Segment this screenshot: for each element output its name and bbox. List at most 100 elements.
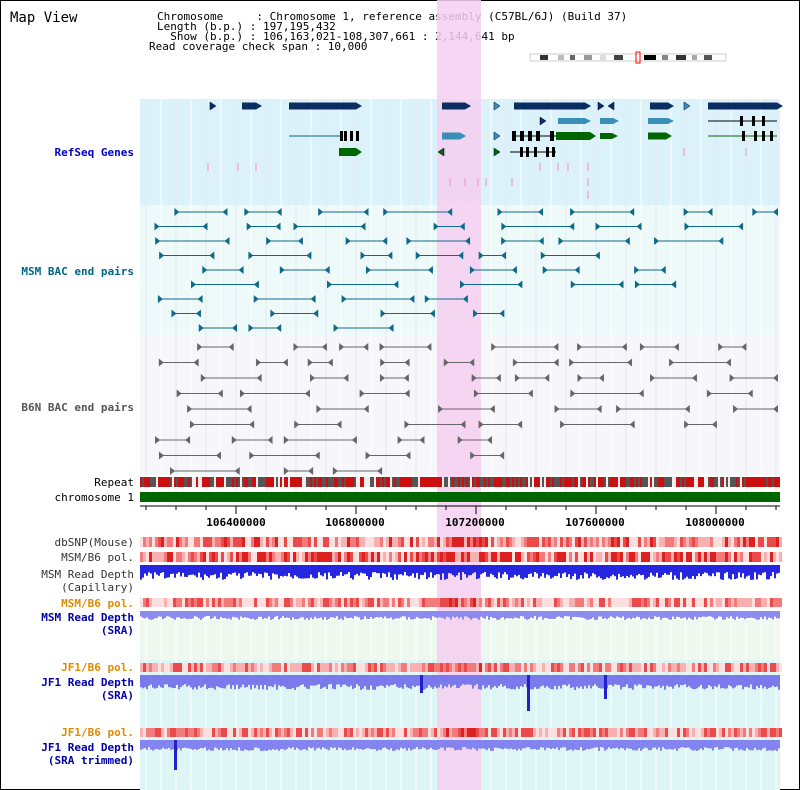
bac-end-pair[interactable] — [270, 309, 319, 318]
bac-end-pair[interactable] — [469, 266, 517, 274]
refseq-gene[interactable] — [493, 101, 501, 111]
bac-end-pair[interactable] — [379, 343, 432, 351]
refseq-gene[interactable] — [209, 101, 217, 111]
bac-end-pair[interactable] — [383, 208, 453, 216]
bac-end-pair[interactable] — [639, 343, 679, 351]
bac-end-pair[interactable] — [294, 420, 342, 429]
polymorphism-heat-tracks[interactable] — [140, 537, 782, 737]
bac-end-pair[interactable] — [155, 237, 230, 245]
refseq-gene[interactable] — [493, 147, 501, 157]
bac-end-pair[interactable] — [470, 451, 505, 460]
bac-end-pair[interactable] — [158, 451, 221, 460]
bac-end-pair[interactable] — [501, 222, 575, 231]
bac-end-pair[interactable] — [318, 208, 369, 216]
bac-end-pair[interactable] — [190, 420, 255, 429]
bac-end-pair[interactable] — [159, 251, 215, 260]
refseq-gene[interactable] — [242, 102, 262, 110]
highlight-region[interactable] — [437, 0, 481, 790]
bac-end-pair[interactable] — [345, 237, 388, 245]
bac-end-pair[interactable] — [397, 436, 425, 444]
bac-end-pair[interactable] — [170, 467, 240, 475]
bac-end-pair[interactable] — [683, 208, 713, 216]
bac-end-pair[interactable] — [540, 251, 600, 260]
bac-end-pair[interactable] — [478, 251, 507, 260]
bac-end-pair[interactable] — [569, 358, 632, 367]
refseq-gene[interactable] — [493, 131, 501, 141]
polymorphism-heat-row[interactable] — [140, 537, 782, 547]
read-depth-row[interactable] — [140, 565, 780, 580]
refseq-gene[interactable] — [648, 132, 672, 140]
polymorphism-heat-row[interactable] — [140, 728, 782, 737]
bac-end-pair[interactable] — [473, 389, 533, 398]
bac-end-pair[interactable] — [733, 405, 778, 413]
bac-end-pair[interactable] — [459, 280, 523, 289]
bac-end-pair[interactable] — [634, 266, 666, 274]
bac-end-pair[interactable] — [497, 208, 544, 216]
bac-end-pair[interactable] — [154, 222, 208, 231]
bac-end-pair[interactable] — [244, 208, 282, 216]
bac-end-pair[interactable] — [246, 222, 281, 231]
bac-end-pair[interactable] — [253, 295, 316, 303]
bac-end-pair[interactable] — [542, 266, 580, 274]
bac-end-pair[interactable] — [478, 420, 523, 429]
bac-end-pair[interactable] — [307, 358, 333, 367]
bac-end-pair[interactable] — [248, 251, 312, 260]
bac-end-pair[interactable] — [333, 324, 394, 332]
bac-end-pair[interactable] — [729, 374, 778, 382]
bac-end-pair[interactable] — [406, 237, 471, 245]
bac-end-pair[interactable] — [415, 251, 464, 260]
bac-end-pair[interactable] — [634, 280, 677, 289]
bac-end-pair[interactable] — [570, 389, 644, 398]
bac-end-pair[interactable] — [176, 389, 223, 398]
bac-end-pair[interactable] — [577, 374, 604, 382]
bac-end-pair[interactable] — [332, 467, 383, 475]
bac-end-pair[interactable] — [231, 436, 273, 444]
refseq-gene[interactable] — [650, 102, 674, 110]
bac-end-pair[interactable] — [187, 405, 252, 413]
bac-end-pair[interactable] — [560, 420, 635, 429]
bac-end-pair[interactable] — [491, 343, 559, 351]
bac-end-pair[interactable] — [198, 324, 237, 332]
refseq-gene[interactable] — [597, 101, 605, 111]
bac-end-pair[interactable] — [380, 309, 435, 318]
bac-end-pair[interactable] — [473, 309, 505, 318]
bac-end-pair[interactable] — [279, 266, 330, 274]
refseq-gene[interactable] — [600, 118, 619, 124]
bac-end-pair[interactable] — [341, 295, 415, 303]
bac-end-pair[interactable] — [248, 324, 282, 332]
msm-bac-pairs-track[interactable] — [154, 208, 778, 332]
bac-end-pair[interactable] — [514, 374, 550, 382]
bac-end-pair[interactable] — [365, 266, 433, 274]
refseq-gene[interactable] — [556, 132, 596, 140]
bac-end-pair[interactable] — [577, 343, 627, 351]
chromosome-bar[interactable] — [140, 492, 780, 502]
bac-end-pair[interactable] — [570, 208, 635, 216]
refseq-gene[interactable] — [442, 132, 466, 140]
bac-end-pair[interactable] — [202, 266, 244, 274]
bac-end-pair[interactable] — [174, 208, 228, 216]
bac-end-pair[interactable] — [158, 358, 199, 367]
bac-end-pair[interactable] — [684, 222, 744, 231]
bac-end-pair[interactable] — [316, 405, 369, 413]
bac-end-pair[interactable] — [310, 374, 349, 382]
bac-end-pair[interactable] — [283, 436, 357, 444]
bac-end-pair[interactable] — [190, 280, 259, 289]
read-depth-row[interactable] — [140, 675, 780, 711]
bac-end-pair[interactable] — [669, 358, 731, 367]
bac-end-pair[interactable] — [706, 389, 753, 398]
chromosome-ideogram[interactable] — [529, 51, 727, 64]
polymorphism-heat-row[interactable] — [140, 552, 782, 562]
bac-end-pair[interactable] — [595, 222, 642, 231]
bac-end-pair[interactable] — [443, 358, 475, 367]
bac-end-pair[interactable] — [380, 358, 410, 367]
bac-end-pair[interactable] — [424, 295, 468, 303]
bac-end-pair[interactable] — [433, 222, 465, 231]
polymorphism-heat-row[interactable] — [140, 598, 782, 607]
bac-end-pair[interactable] — [256, 358, 288, 367]
bac-end-pair[interactable] — [512, 358, 559, 367]
polymorphism-heat-row[interactable] — [140, 663, 782, 672]
bac-end-pair[interactable] — [718, 343, 747, 351]
refseq-gene[interactable] — [683, 101, 691, 111]
bac-end-pair[interactable] — [554, 405, 602, 413]
